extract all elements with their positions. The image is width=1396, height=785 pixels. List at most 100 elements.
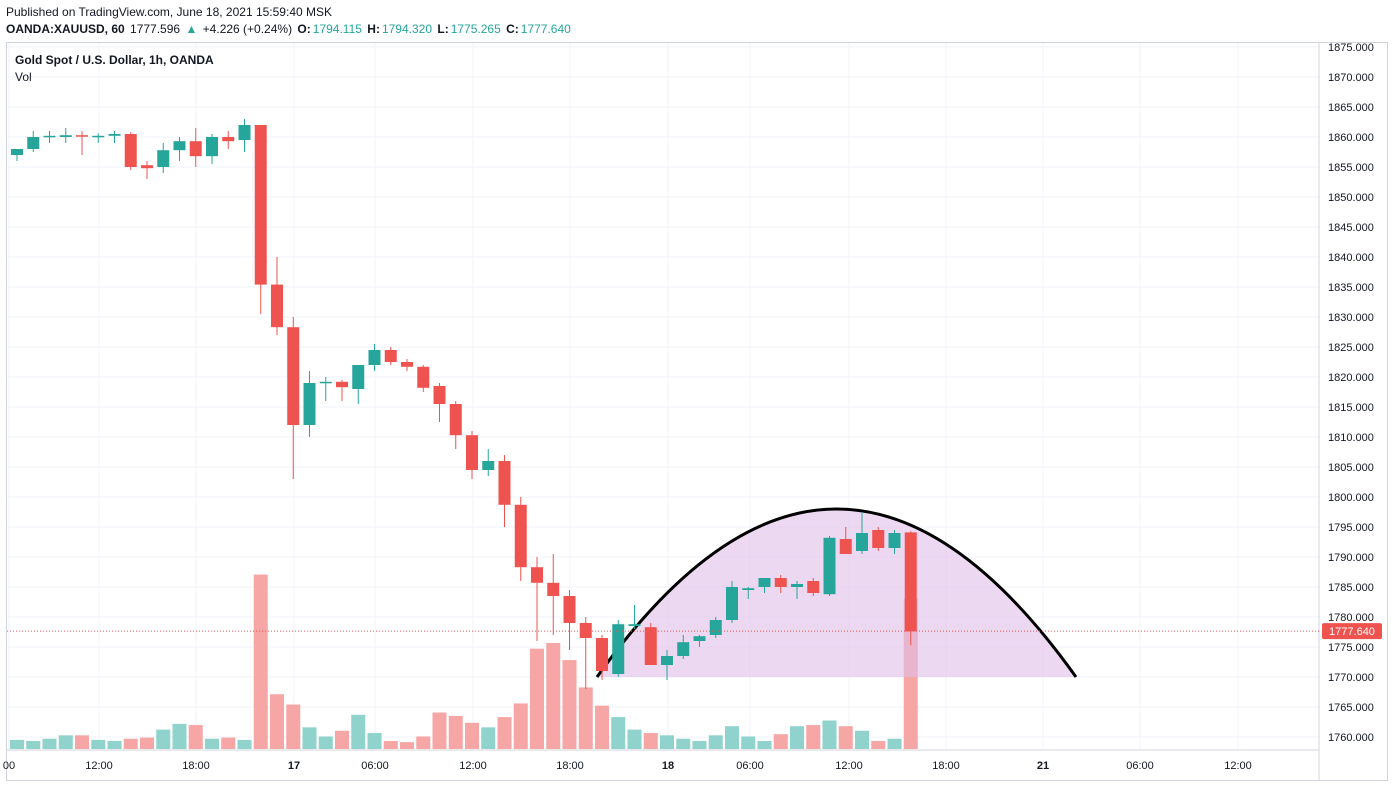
volume-bar [335,730,349,749]
volume-bar [806,725,821,749]
candle-body [173,141,186,151]
volume-bar [42,738,57,749]
candle-body [59,135,72,137]
y-tick-label: 1845.000 [1328,222,1374,234]
candle-body [352,365,365,389]
volume-bar [400,742,414,749]
volume-bar [58,735,73,749]
legend-title: Gold Spot / U.S. Dollar, 1h, OANDA [15,53,214,67]
x-tick-label: 18:00 [182,760,210,772]
candle-body [807,581,820,593]
candle-body [141,165,153,169]
volume-bar [790,726,804,749]
y-tick-label: 1835.000 [1328,282,1374,294]
x-tick-label: 06:00 [361,760,389,772]
candle-body [856,533,868,551]
volume-bar [871,741,886,749]
volume-bar [578,687,593,749]
y-tick-label: 1795.000 [1328,522,1374,534]
volume-bar [546,642,561,749]
volume-bar [481,727,496,749]
change-arrow-icon: ▲ [185,22,198,36]
candle-body [661,656,673,665]
candle-body [514,504,527,568]
candle-body [693,636,706,641]
candle-body [449,404,462,436]
y-tick-label: 1870.000 [1328,72,1374,84]
y-tick-label: 1820.000 [1328,372,1374,384]
volume-bar [595,705,609,749]
candle-body [11,149,23,155]
y-tick-label: 1810.000 [1328,432,1374,444]
volume-bar [562,660,577,749]
volume-bar [432,712,447,749]
volume-bar [286,704,301,749]
candle-body [596,638,608,671]
candle-body [206,137,218,157]
axes: 1760.000 1765.000 1770.000 1775.000 1780.000… [3,42,1382,781]
low-label: L: [437,22,449,36]
candle-body [108,134,121,136]
y-tick-label: 1785.000 [1328,582,1374,594]
x-tick-label: 21 [1037,760,1049,772]
y-tick-label: 1830.000 [1328,312,1374,324]
y-tick-label: 1855.000 [1328,162,1374,174]
volume-bar [692,741,707,749]
candle-body [189,141,202,157]
x-tick-label: 17 [288,760,300,772]
volume-bar [318,736,333,749]
candle-body [254,125,267,285]
candle-body [222,137,235,142]
volume-bar [188,725,203,749]
current-price-tag [1322,623,1382,640]
candle-body [823,537,836,595]
volume-bar [367,733,382,749]
close-value: 1777.640 [520,22,571,36]
volume-bar [123,738,138,749]
volume-bar [140,737,154,749]
x-tick-label: 18 [662,760,674,772]
candle-body [303,383,316,425]
x-tick-label: 06:00 [1126,760,1154,772]
close-label: C: [506,22,519,36]
candle-body [124,134,137,167]
candle-body [726,587,738,620]
candle-body [417,366,430,388]
candle-body [433,386,446,404]
candle-body [758,578,771,587]
volume-bar [75,735,89,749]
x-tick-label: 18:00 [932,760,960,772]
x-tick-label: 12:00 [459,760,487,772]
y-tick-label: 1775.000 [1328,642,1374,654]
y-tick-label: 1865.000 [1328,102,1374,114]
y-tick-label: 1875.000 [1328,42,1374,54]
high-value: 1794.320 [381,22,433,36]
candle-body [791,584,803,587]
y-tick-label: 1840.000 [1328,252,1374,264]
candle-body [677,642,690,656]
y-tick-label: 1770.000 [1328,672,1374,684]
high-label: H: [367,22,380,36]
volume-bar [822,720,837,749]
candle-body [384,350,397,362]
open-value: 1794.115 [312,22,362,36]
volume-bar [773,734,788,749]
arc-drawing[interactable] [595,507,1078,678]
chart-frame[interactable] [6,42,1388,781]
arc-line [595,507,1078,678]
legend-volume: Vol [15,70,32,84]
candle-body [238,125,251,140]
x-tick-label: 12:00 [835,760,863,772]
volume-bar [221,737,236,749]
volume-bar [253,574,268,749]
volume-bar [627,729,642,749]
published-note: Published on TradingView.com, June 18, 2… [6,5,332,19]
volume-bar [497,717,512,749]
candle-body [531,567,543,583]
candle-body [644,627,657,665]
candle-body [319,381,332,384]
candle-body [92,135,105,138]
y-tick-label: 1800.000 [1328,492,1374,504]
y-tick-label: 1780.000 [1328,612,1374,624]
